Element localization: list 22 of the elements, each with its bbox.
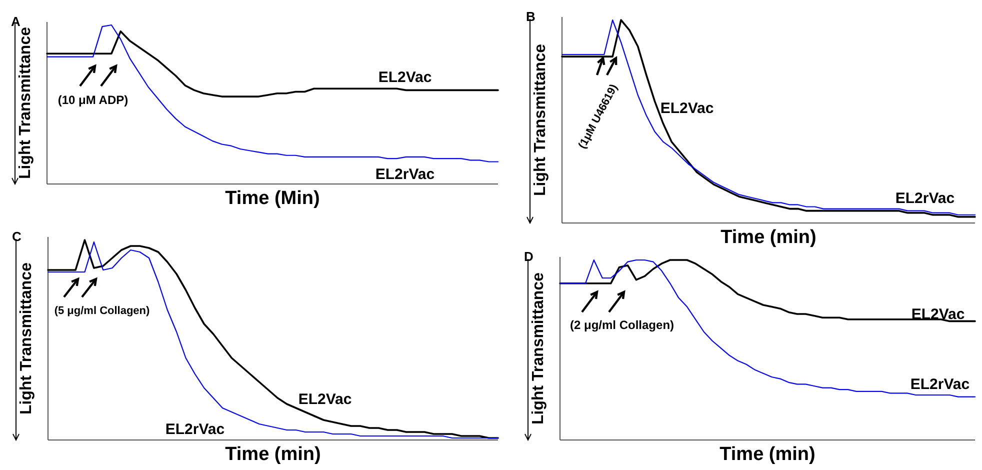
- series-label: EL2rVac: [375, 166, 435, 183]
- series-label: EL2rVac: [895, 190, 955, 207]
- x-axis-title: Time (min): [225, 444, 321, 465]
- annotation: (2 μg/ml Collagen): [570, 318, 674, 332]
- series-label: EL2rVac: [165, 421, 225, 438]
- y-axis-title: Light Transmittance: [530, 272, 547, 425]
- annotation: (10 μM ADP): [58, 93, 128, 107]
- chart-title: D: [524, 249, 534, 264]
- chart-title: B: [526, 9, 536, 24]
- x-axis-title: Time (min): [720, 444, 816, 465]
- series-label: EL2Vac: [378, 69, 432, 86]
- chart-title: C: [12, 229, 22, 244]
- y-axis-title: Light Transmittance: [17, 26, 34, 180]
- x-axis-title: Time (min): [720, 227, 816, 248]
- series-label: EL2rVac: [910, 376, 970, 393]
- y-axis-title: Light Transmittance: [532, 44, 549, 196]
- annotation: (5 μg/ml Collagen): [54, 305, 150, 317]
- y-axis-title: Light Transmittance: [18, 262, 35, 415]
- series-label: EL2Vac: [660, 100, 714, 117]
- x-axis-title: Time (Min): [225, 188, 320, 209]
- chart-title: A: [11, 14, 21, 29]
- series-label: EL2Vac: [298, 391, 352, 408]
